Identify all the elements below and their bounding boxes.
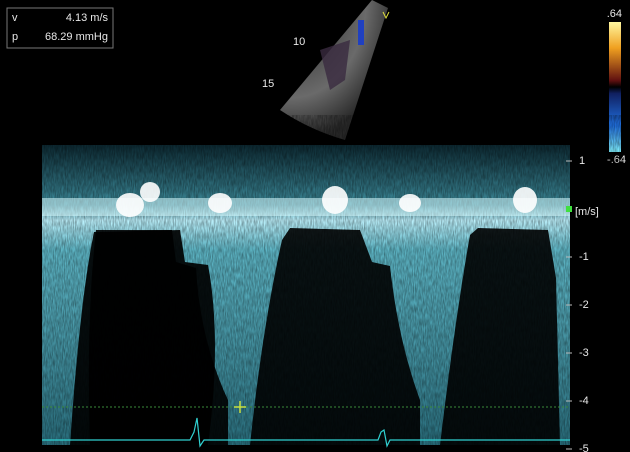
- measure-value: 4.13 m/s: [66, 12, 109, 24]
- ultrasound-screen: v 4.13 m/s p 68.29 mmHg 10 15 .64 -.64 […: [0, 0, 630, 452]
- tick-label: -4: [579, 395, 589, 407]
- depth-label: 10: [293, 36, 305, 48]
- color-scale-max: .64: [607, 8, 622, 20]
- depth-label: 15: [262, 78, 274, 90]
- tick-label: 1: [579, 155, 585, 167]
- baseline-marker: [566, 206, 572, 212]
- page: {"measurement": {"rows": [{"label": "v",…: [0, 0, 630, 452]
- color-bar: [609, 22, 621, 152]
- color-scale-min: -.64: [607, 154, 626, 166]
- velocity-unit: [m/s]: [575, 206, 599, 218]
- color-flow: [358, 20, 364, 45]
- measure-label: v: [12, 12, 18, 24]
- tick-label: -1: [579, 251, 589, 263]
- tick-label: -3: [579, 347, 589, 359]
- tick-label: -5: [579, 443, 589, 452]
- measure-label: p: [12, 31, 18, 43]
- tick-label: -2: [579, 299, 589, 311]
- measure-value: 68.29 mmHg: [45, 31, 108, 43]
